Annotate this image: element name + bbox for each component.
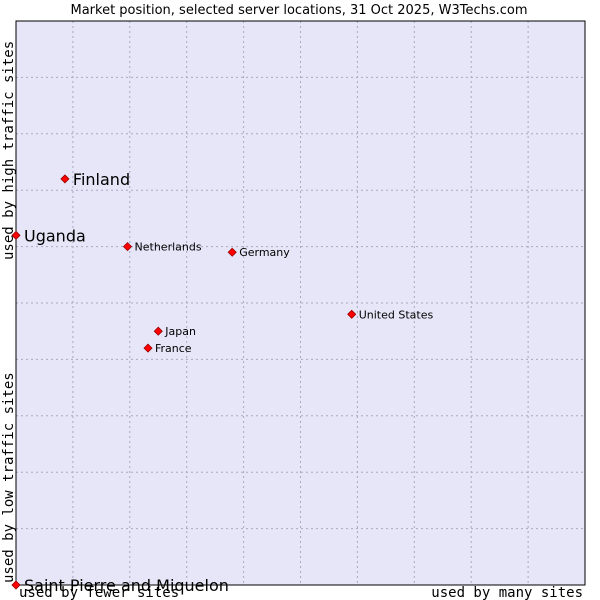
data-point-marker — [11, 580, 21, 590]
grid-lines — [16, 21, 585, 585]
data-point: Netherlands — [122, 241, 202, 254]
data-point: Finland — [60, 170, 130, 189]
data-point-marker — [60, 174, 70, 184]
plot-border — [15, 20, 586, 586]
data-point-label: Netherlands — [135, 241, 202, 254]
data-point-marker — [143, 343, 153, 353]
data-point-marker — [11, 230, 21, 240]
data-point-label: United States — [359, 308, 434, 321]
data-point: Japan — [153, 325, 196, 338]
data-point-marker — [227, 247, 237, 257]
y-axis-bottom-label: used by low traffic sites — [1, 372, 17, 583]
data-point-marker — [153, 326, 163, 336]
data-point: Germany — [227, 246, 290, 259]
data-point-label: Saint Pierre and Miquelon — [24, 576, 229, 595]
data-point-label: Finland — [73, 170, 130, 189]
x-axis-left-label: used by fewer sites — [19, 585, 179, 600]
data-point: Saint Pierre and Miquelon — [11, 576, 229, 595]
data-point-label: Uganda — [24, 226, 86, 245]
data-point-label: Japan — [164, 325, 196, 338]
chart-title: Market position, selected server locatio… — [70, 3, 527, 18]
data-point-label: Germany — [239, 246, 290, 259]
data-point: United States — [347, 308, 434, 321]
x-axis-right-label: used by many sites — [431, 585, 583, 600]
y-axis-top-label: used by high traffic sites — [1, 41, 17, 260]
data-point-marker — [347, 309, 357, 319]
data-point-label: France — [155, 342, 192, 355]
data-point-marker — [122, 242, 133, 252]
data-point: France — [143, 342, 192, 355]
data-points: Finland Uganda Netherlands Germany United St… — [11, 170, 434, 595]
data-point: Uganda — [11, 226, 86, 245]
